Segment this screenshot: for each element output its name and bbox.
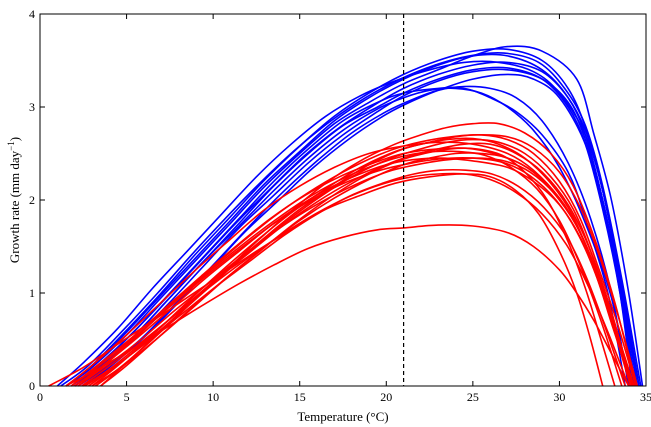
series-line-30 xyxy=(82,173,629,386)
x-tick-label: 5 xyxy=(124,390,130,404)
y-axis-label-sup: −1 xyxy=(6,141,16,151)
y-tick-label: 1 xyxy=(29,286,35,300)
x-tick-label: 15 xyxy=(294,390,306,404)
series-line-28 xyxy=(101,153,633,386)
x-tick-label: 20 xyxy=(380,390,392,404)
x-axis-label: Temperature (°C) xyxy=(297,409,388,424)
y-axis-label-main: Growth rate (mm day xyxy=(7,150,22,263)
series-line-11 xyxy=(83,86,628,386)
y-tick-label: 2 xyxy=(29,193,35,207)
series-line-25 xyxy=(85,170,625,386)
y-axis-label-end: ) xyxy=(7,137,22,141)
x-tick-label: 25 xyxy=(467,390,479,404)
series-group xyxy=(49,46,643,386)
y-axis-label: Growth rate (mm day−1) xyxy=(6,137,22,263)
x-tick-label: 10 xyxy=(207,390,219,404)
series-line-20 xyxy=(78,158,634,386)
x-tick-label: 0 xyxy=(37,390,43,404)
y-tick-label: 4 xyxy=(29,7,35,21)
y-tick-label: 3 xyxy=(29,100,35,114)
x-tick-label: 35 xyxy=(640,390,651,404)
series-line-27 xyxy=(71,158,632,386)
y-tick-label: 0 xyxy=(29,379,35,393)
x-tick-label: 30 xyxy=(553,390,565,404)
